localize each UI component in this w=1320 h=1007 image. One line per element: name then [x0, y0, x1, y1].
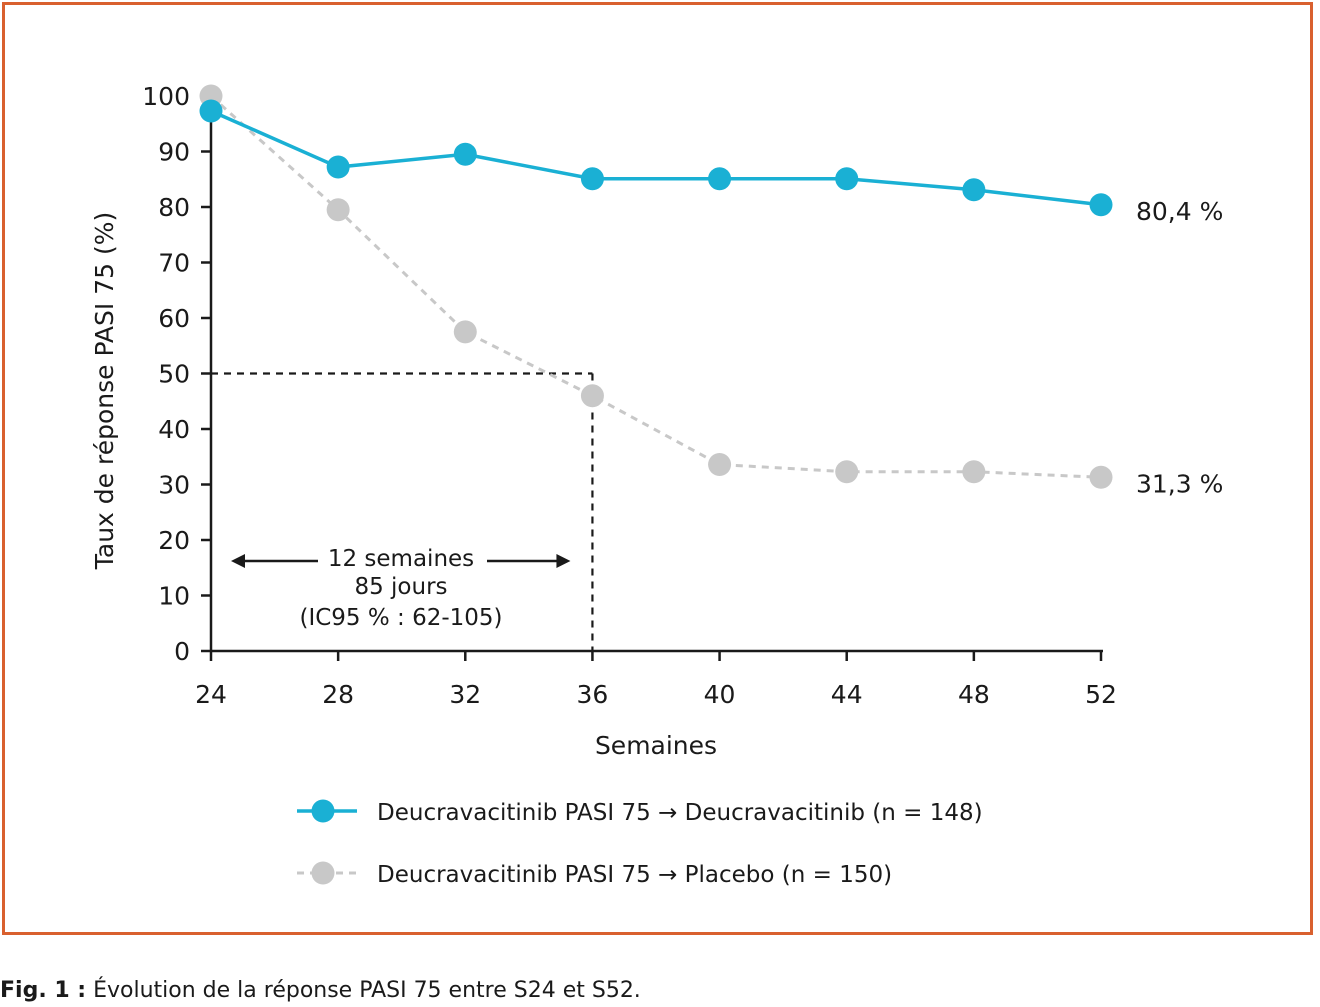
legend-label: Deucravacitinib PASI 75 → Placebo (n = 1… [377, 862, 892, 888]
x-tick-label: 48 [958, 680, 990, 709]
y-tick-label: 80 [158, 193, 190, 222]
data-point [708, 453, 732, 477]
caption-label: Fig. 1 : [0, 978, 87, 1003]
series-placebo: 31,3 % [199, 84, 1223, 498]
x-tick-label: 24 [195, 680, 227, 709]
data-point [326, 155, 350, 179]
data-point [326, 198, 350, 222]
data-point [962, 178, 986, 202]
y-tick-label: 20 [158, 526, 190, 555]
x-axis-title: Semaines [595, 731, 717, 760]
legend-item: Deucravacitinib PASI 75 → Deucravacitini… [297, 799, 983, 826]
figure-caption: Fig. 1 : Évolution de la réponse PASI 75… [0, 978, 1320, 1003]
series-line [209, 94, 1102, 479]
y-tick-label: 10 [158, 582, 190, 611]
chart: 0 10 20 30 40 50 60 70 80 90 100 24 28 32 36 40 44 48 52 Se… [90, 82, 1223, 888]
y-tick-label: 0 [174, 637, 190, 666]
annotation-text-line: 85 jours [354, 574, 447, 600]
axes: 0 10 20 30 40 50 60 70 80 90 100 24 28 32 36 40 44 48 52 Se… [90, 82, 1117, 760]
y-tick-label: 90 [158, 138, 190, 167]
legend-item: Deucravacitinib PASI 75 → Placebo (n = 1… [297, 861, 892, 888]
data-point [835, 460, 859, 484]
data-point [453, 320, 477, 344]
data-point [962, 460, 986, 484]
series-layer: 31,3 % 80,4 % [199, 84, 1223, 498]
x-tick-label: 52 [1085, 680, 1117, 709]
legend: Deucravacitinib PASI 75 → Deucravacitini… [297, 799, 983, 888]
y-tick-label: 40 [158, 415, 190, 444]
arrow-right-head [556, 554, 571, 568]
caption-text: Évolution de la réponse PASI 75 entre S2… [86, 978, 641, 1003]
series-deucravacitinib: 80,4 % [199, 99, 1223, 226]
end-value-label: 31,3 % [1136, 469, 1223, 498]
legend-label: Deucravacitinib PASI 75 → Deucravacitini… [377, 800, 983, 826]
annotation-text-line: (IC95 % : 62-105) [299, 605, 502, 631]
data-point [453, 142, 477, 166]
x-tick-label: 44 [831, 680, 863, 709]
annotation-text-line: 12 semaines [328, 546, 474, 572]
x-tick-label: 40 [704, 680, 736, 709]
y-axis-title: Taux de réponse PASI 75 (%) [90, 212, 119, 571]
data-point [1089, 193, 1113, 217]
end-value-label: 80,4 % [1136, 197, 1223, 226]
series-line [210, 109, 1102, 207]
x-tick-label: 32 [449, 680, 481, 709]
y-tick-label: 60 [158, 304, 190, 333]
legend-marker [311, 861, 335, 885]
y-tick-label: 30 [158, 471, 190, 500]
data-point [835, 167, 859, 191]
legend-marker [311, 799, 335, 823]
figure-frame [2, 2, 1313, 935]
data-point [580, 167, 604, 191]
data-point [199, 99, 223, 123]
x-tick-label: 28 [322, 680, 354, 709]
data-point [580, 384, 604, 408]
y-tick-label: 70 [158, 249, 190, 278]
y-tick-label: 100 [142, 82, 190, 111]
y-tick-label: 50 [158, 360, 190, 389]
data-point [1089, 465, 1113, 489]
data-point [708, 167, 732, 191]
arrow-left-head [231, 554, 245, 568]
x-tick-label: 36 [577, 680, 609, 709]
